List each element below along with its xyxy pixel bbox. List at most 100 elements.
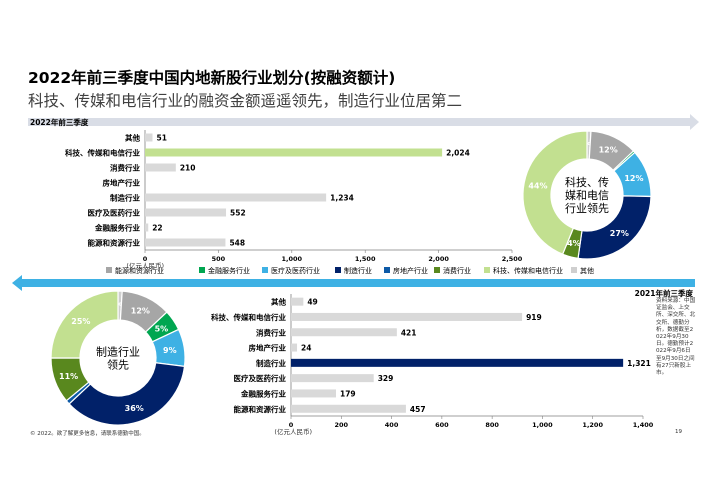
category-label: 科技、传媒和电信行业 <box>65 148 140 158</box>
x-tick-label: 0 <box>289 421 294 429</box>
category-label: 制造行业 <box>256 358 286 368</box>
bar <box>145 208 227 217</box>
slice-label: 1% <box>113 302 127 311</box>
category-label: 其他 <box>271 297 286 307</box>
page-subtitle: 科技、传媒和电信行业的融资金额遥遥领先，制造行业位居第二 <box>28 92 463 110</box>
slice-label: 9% <box>163 346 177 355</box>
x-tick-label: 200 <box>334 421 348 429</box>
data-label: 457 <box>410 405 426 414</box>
bar <box>291 312 523 321</box>
data-label: 51 <box>156 134 166 143</box>
bar <box>145 238 226 247</box>
category-label: 制造行业 <box>110 193 140 203</box>
bar <box>291 374 374 383</box>
x-tick-label: 600 <box>435 421 449 429</box>
slice-label: 25% <box>71 317 90 326</box>
bar <box>145 133 153 142</box>
data-label: 552 <box>230 209 246 218</box>
bar <box>291 343 298 352</box>
slice-label: 1% <box>582 141 596 150</box>
arrow-2021-head <box>12 275 22 291</box>
legend-swatch <box>199 267 205 273</box>
slice-label: 4% <box>567 239 581 248</box>
legend-label: 消费行业 <box>443 266 471 275</box>
x-tick-label: 2,500 <box>502 255 523 263</box>
slice-label: 27% <box>610 229 629 238</box>
legend-swatch <box>106 267 112 273</box>
legend-label: 科技、传媒和电信行业 <box>493 266 563 275</box>
x-tick-label: 1,000 <box>532 421 553 429</box>
donut-center-label: 媒和电信 <box>565 189 609 202</box>
bar <box>145 163 176 172</box>
data-label: 49 <box>307 298 317 307</box>
slice-label: 5% <box>155 324 169 333</box>
bar <box>145 193 327 202</box>
category-label: 医疗及医药行业 <box>88 208 141 218</box>
data-label: 22 <box>152 224 162 233</box>
period-arrows: 2022年前三季度 2021年前三季度 <box>12 114 699 298</box>
source-note: 资料来源：中国证监会、上交所、深交所、北交所、德勤分析，数据截至2022年9月3… <box>656 298 696 377</box>
page-number: 19 <box>675 429 682 435</box>
donut-slice <box>522 130 588 255</box>
axis-unit-label: (亿元人民币) <box>274 427 312 436</box>
data-label: 1,234 <box>330 194 354 203</box>
category-label: 医疗及医药行业 <box>234 373 287 383</box>
data-label: 421 <box>401 328 417 337</box>
x-tick-label: 500 <box>212 255 226 263</box>
slice-label: 12% <box>131 306 150 315</box>
donut-center-label: 行业领先 <box>565 202 609 215</box>
arrow-2022-label: 2022年前三季度 <box>30 117 89 127</box>
slice-label: 12% <box>624 174 643 183</box>
legend-label: 其他 <box>580 266 594 275</box>
x-tick-label: 800 <box>485 421 499 429</box>
bar <box>291 404 406 413</box>
x-tick-label: 0 <box>143 255 148 263</box>
arrow-2022-head <box>690 114 699 130</box>
category-label: 消费行业 <box>110 163 140 173</box>
data-label: 2,024 <box>446 149 470 158</box>
bar <box>145 223 149 232</box>
category-label: 能源和资源行业 <box>234 404 287 414</box>
legend-swatch <box>335 267 341 273</box>
x-tick-label: 1,500 <box>355 255 376 263</box>
page-title: 2022年前三季度中国内地新股行业划分(按融资额计) <box>28 69 396 87</box>
arrow-2021-shaft <box>20 279 695 287</box>
legend-swatch <box>384 267 390 273</box>
axis-unit-label: (亿元人民币) <box>126 261 164 270</box>
donut-slice <box>50 290 119 359</box>
bar <box>145 148 443 157</box>
arrow-2021-label: 2021年前三季度 <box>635 288 694 298</box>
donut-center-label: 领先 <box>107 359 129 372</box>
category-label: 科技、传媒和电信行业 <box>211 312 286 322</box>
category-label: 房地产行业 <box>103 178 141 188</box>
bar <box>291 297 304 306</box>
bar-chart-2021: 其他 49 科技、传媒和电信行业 919 消费行业 421 房地产行业 24 制造行业 1,321… <box>211 294 654 436</box>
data-label: 24 <box>301 344 311 353</box>
x-tick-label: 400 <box>385 421 399 429</box>
arrow-2022-shaft <box>28 118 693 126</box>
donut-slice <box>68 362 186 426</box>
category-label: 其他 <box>125 133 140 143</box>
x-tick-label: 1,200 <box>582 421 603 429</box>
legend-label: 医疗及医药行业 <box>271 266 320 275</box>
slice-label: 36% <box>125 404 144 413</box>
legend-swatch <box>262 267 268 273</box>
legend-swatch <box>434 267 440 273</box>
data-label: 329 <box>378 374 394 383</box>
category-label: 能源和资源行业 <box>88 238 141 248</box>
legend-swatch <box>484 267 490 273</box>
slice-label: 44% <box>528 181 547 190</box>
category-label: 金融服务行业 <box>240 388 286 398</box>
bar <box>291 389 337 398</box>
legend-label: 金融服务行业 <box>208 266 250 275</box>
category-label: 金融服务行业 <box>94 223 140 233</box>
slice-label: 12% <box>599 146 618 155</box>
bar <box>291 328 397 337</box>
data-label: 548 <box>229 239 245 248</box>
data-label: 179 <box>340 389 356 398</box>
x-tick-label: 1,400 <box>633 421 654 429</box>
bar <box>291 358 624 367</box>
data-label: 210 <box>180 164 196 173</box>
